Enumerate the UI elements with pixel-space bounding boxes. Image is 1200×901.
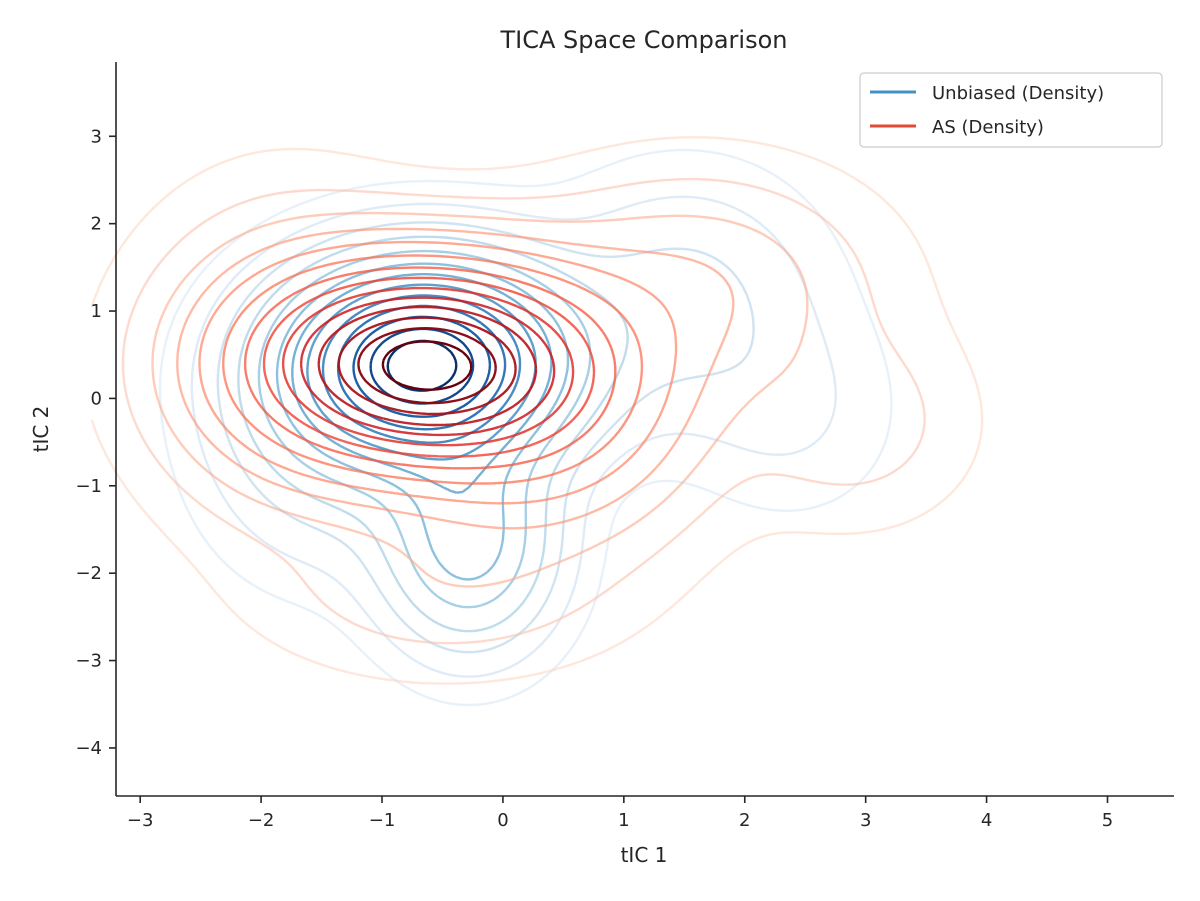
y-tick-label: 2 (91, 214, 102, 235)
x-tick-label: 1 (618, 810, 629, 831)
x-tick-label: −3 (127, 810, 154, 831)
contour-series-as (90, 136, 984, 685)
contour-level (237, 235, 629, 633)
y-tick-label: 3 (91, 126, 102, 147)
y-tick-label: −2 (75, 563, 102, 584)
x-axis-ticks: −3 −2 −1 0 1 2 3 4 5 (127, 796, 1113, 831)
legend-label-unbiased: Unbiased (Density) (932, 83, 1104, 104)
contour-level (357, 327, 497, 405)
x-tick-label: 3 (860, 810, 871, 831)
legend-label-as: AS (Density) (932, 117, 1044, 138)
x-tick-label: 5 (1102, 810, 1113, 831)
contour-level (337, 316, 517, 416)
y-axis-label: tIC 2 (29, 406, 53, 453)
contour-level (299, 296, 556, 437)
contour-series-unbiased (158, 148, 893, 707)
x-tick-label: 4 (981, 810, 992, 831)
contour-level (121, 177, 926, 645)
contour-level (262, 276, 596, 458)
x-tick-label: 0 (497, 810, 508, 831)
x-axis-label: tIC 1 (621, 843, 668, 867)
contour-level (222, 254, 644, 485)
x-tick-label: −1 (369, 810, 396, 831)
legend: Unbiased (Density) AS (Density) (859, 72, 1163, 148)
y-axis-ticks: −4 −3 −2 −1 0 1 2 3 (75, 126, 116, 759)
y-tick-label: 1 (91, 301, 102, 322)
contour-level (257, 249, 592, 609)
contour-level (243, 266, 617, 470)
contour-level (198, 240, 678, 505)
plot-area (90, 136, 984, 707)
contour-level (151, 211, 809, 588)
contour-level (90, 136, 984, 685)
x-tick-label: −2 (248, 810, 275, 831)
y-tick-label: −1 (75, 476, 102, 497)
contour-level (381, 340, 473, 391)
y-tick-label: −4 (75, 738, 102, 759)
contour-level (190, 195, 837, 678)
contour-level (317, 305, 538, 427)
contour-level (158, 148, 893, 707)
legend-frame (859, 72, 1163, 148)
y-tick-label: 0 (91, 388, 102, 409)
contour-level (281, 286, 575, 447)
contour-level (176, 227, 735, 530)
y-tick-label: −3 (75, 651, 102, 672)
x-tick-label: 2 (739, 810, 750, 831)
chart-title: TICA Space Comparison (499, 26, 787, 54)
